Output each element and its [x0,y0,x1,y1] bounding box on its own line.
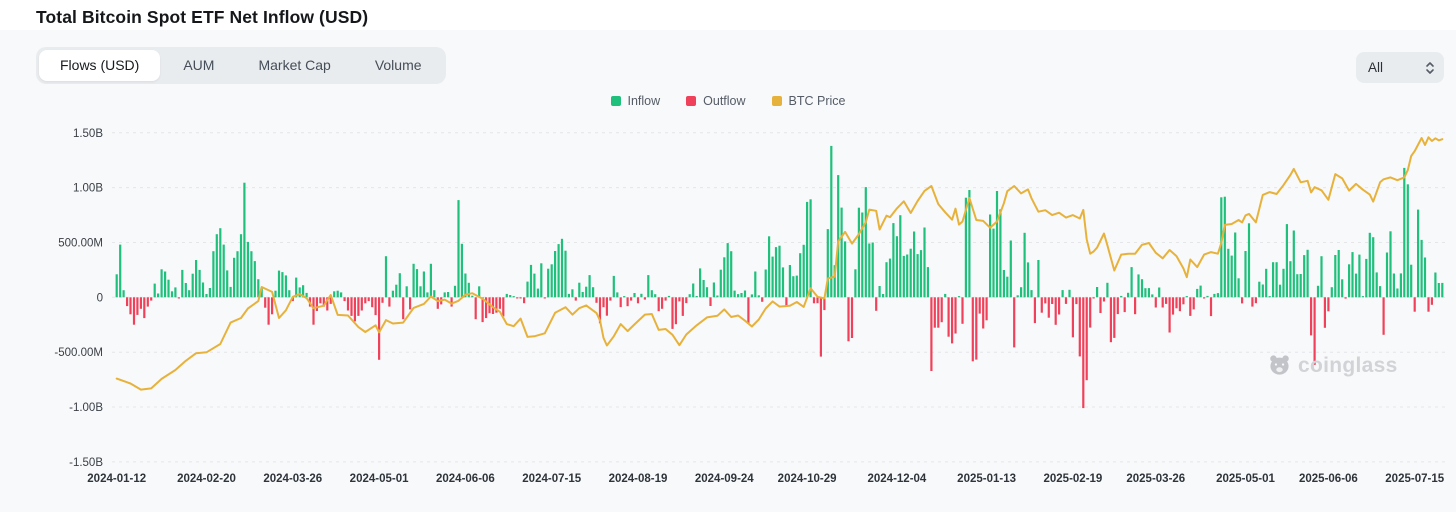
outflow-swatch-icon [686,96,697,106]
y-axis-label: -1.50B [69,457,103,469]
x-axis-label: 2025-02-19 [1043,473,1102,485]
x-axis-label: 2024-01-12 [87,473,146,485]
x-axis-label: 2025-03-26 [1126,473,1185,485]
x-axis-label: 2025-05-01 [1216,473,1275,485]
legend-label: BTC Price [788,94,846,108]
x-axis-label: 2024-07-15 [522,473,581,485]
legend-item-inflow[interactable]: Inflow [610,94,661,108]
x-axis-label: 2024-08-19 [609,473,668,485]
y-axis-grid: 1.50B 1.00B 500.00M 0 -500.00M -1.00B -1.50B [54,128,1448,469]
tab-volume[interactable]: Volume [354,50,443,81]
y-axis-label: 0 [97,292,103,304]
page-title: Total Bitcoin Spot ETF Net Inflow (USD) [36,7,369,27]
x-axis-labels: 2024-01-12 2024-02-20 2024-03-26 2024-05-01… [87,473,1444,485]
x-axis-label: 2024-03-26 [263,473,322,485]
legend-label: Inflow [627,94,661,108]
x-axis-label: 2024-06-06 [436,473,495,485]
inflow-outflow-bars[interactable] [115,145,1444,409]
time-range-select[interactable]: All [1356,52,1444,83]
y-axis-label: 500.00M [58,238,103,250]
x-axis-label: 2024-05-01 [350,473,409,485]
tab-market-cap[interactable]: Market Cap [237,50,351,81]
btc-price-swatch-icon [771,96,782,106]
legend-item-outflow[interactable]: Outflow [686,94,746,108]
btc-price-line[interactable] [115,136,1444,391]
select-chevrons-icon [1425,60,1435,76]
x-axis-label: 2024-12-04 [867,473,926,485]
y-axis-label: 1.50B [73,128,103,140]
time-range-value: All [1368,60,1384,75]
inflow-swatch-icon [610,96,621,106]
legend-item-btc-price[interactable]: BTC Price [771,94,846,108]
x-axis-label: 2025-07-15 [1385,473,1444,485]
tab-aum[interactable]: AUM [162,50,235,81]
x-axis-label: 2024-10-29 [778,473,837,485]
chart-legend: Inflow Outflow BTC Price [0,94,1456,108]
legend-label: Outflow [703,94,746,108]
tab-flows-usd[interactable]: Flows (USD) [39,50,161,81]
x-axis-label: 2024-09-24 [695,473,754,485]
tab-bar: Flows (USD) AUM Market Cap Volume [36,47,446,84]
x-axis-label: 2025-06-06 [1299,473,1358,485]
y-axis-label: -1.00B [69,402,103,414]
y-axis-label: 1.00B [73,183,103,195]
x-axis-label: 2024-02-20 [177,473,236,485]
x-axis-label: 2025-01-13 [957,473,1016,485]
y-axis-label: -500.00M [54,347,103,359]
